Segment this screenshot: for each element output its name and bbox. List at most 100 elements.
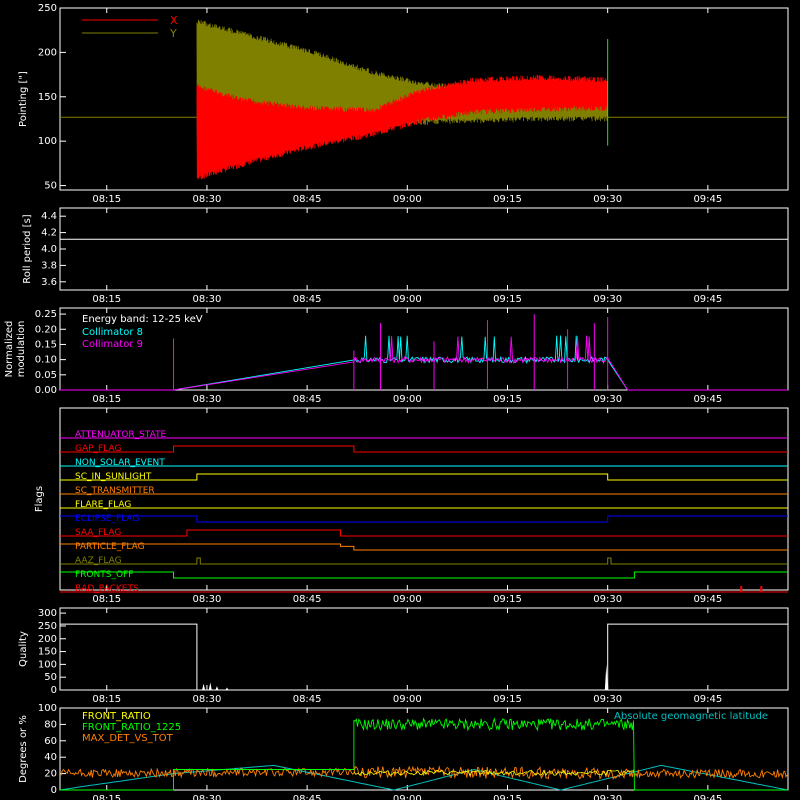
y-tick-label: 50 (44, 672, 57, 683)
y-tick-label: 250 (38, 3, 57, 14)
x-tick-label: 08:45 (293, 694, 322, 705)
x-tick-label: 09:00 (393, 194, 422, 205)
y-tick-label: 150 (38, 92, 57, 103)
y-tick-label: 100 (38, 703, 57, 714)
y-axis-label: Normalized (4, 321, 15, 378)
x-tick-label: 08:15 (92, 194, 121, 205)
modulation-series-collimator9 (60, 335, 788, 391)
y-tick-label: 3.8 (41, 260, 57, 271)
y-tick-label: 40 (44, 752, 57, 763)
flag-label-non_solar_event: NON_SOLAR_EVENT (75, 458, 165, 468)
legend-label-y: Y (169, 27, 177, 40)
ratios-panel-frame (59, 707, 789, 791)
y-tick-label: 0 (51, 785, 57, 796)
x-tick-label: 09:00 (393, 694, 422, 705)
front-ratio-1225-series (60, 717, 788, 791)
x-tick-label: 09:45 (693, 794, 722, 800)
y-tick-label: 200 (38, 47, 57, 58)
x-tick-label: 09:00 (393, 394, 422, 405)
y-tick-label: 250 (38, 621, 57, 632)
x-tick-label: 09:45 (693, 694, 722, 705)
x-tick-label: 09:00 (393, 594, 422, 605)
y-tick-label: 80 (44, 719, 57, 730)
flag-label-flare_flag: FLARE_FLAG (75, 500, 131, 510)
flags-panel: 08:15 08:30 08:45 09:00 09:15 09:30 09:45 Flags… (34, 407, 789, 605)
x-tick-label: 09:45 (693, 594, 722, 605)
y-axis-label: Roll period [s] (22, 214, 33, 283)
quality-panel: 08:15 08:30 08:45 09:00 09:15 09:30 09:45 0 50 10… (18, 607, 789, 705)
x-tick-label: 09:15 (493, 594, 522, 605)
x-tick-label: 09:15 (493, 794, 522, 800)
y-tick-label: 4.4 (41, 211, 57, 222)
x-tick-label: 09:30 (593, 394, 622, 405)
flag-label-bad_packets: BAD_PACKETS (75, 584, 139, 594)
x-tick-label: 08:30 (193, 594, 222, 605)
x-tick-label: 08:30 (193, 194, 222, 205)
flag-line-aaz_flag (60, 557, 788, 565)
ratios-panel: 08:15 08:30 08:45 09:00 09:15 09:30 09:45 0 20 40… (18, 703, 789, 800)
x-tick-label: 08:45 (293, 594, 322, 605)
y-axis-label: Pointing ["] (18, 71, 29, 127)
x-tick-label: 08:45 (293, 294, 322, 305)
x-tick-label: 08:15 (92, 794, 121, 800)
y-tick-label: 0.20 (35, 324, 57, 335)
y-axis-label: Flags (34, 486, 45, 512)
flag-label-saa_flag: SAA_FLAG (75, 528, 121, 538)
y-tick-label: 100 (38, 136, 57, 147)
x-tick-label: 08:15 (92, 694, 121, 705)
legend-label-x: X (170, 14, 178, 27)
pointing-panel: 08:15 08:30 08:45 09:00 09:15 09:30 09:45 50 100… (18, 3, 789, 205)
geomag-latitude-label: Absolute geomagnetic latitude (614, 711, 768, 722)
geomag-latitude-series (59, 764, 789, 791)
flag-label-aaz_flag: AAZ_FLAG (75, 556, 122, 566)
quality-spike (225, 687, 229, 690)
y-tick-label: 150 (38, 647, 57, 658)
quality-spike (604, 664, 608, 690)
modulation-panel-frame (59, 307, 789, 391)
max-det-series (59, 765, 788, 780)
pointing-series-x (196, 74, 608, 180)
modulation-panel: 08:15 08:30 08:45 09:00 09:15 09:30 09:45 0.00 0… (4, 307, 789, 405)
flag-label-sc_transmitter: SC_TRANSMITTER (75, 486, 155, 496)
y-tick-label: 0.15 (35, 339, 57, 350)
y-tick-label: 100 (38, 659, 57, 670)
y-tick-label: 200 (38, 634, 57, 645)
x-tick-label: 09:15 (493, 294, 522, 305)
modulation-legend-entry: Collimator 9 (82, 339, 143, 350)
x-tick-label: 09:30 (593, 694, 622, 705)
modulation-series-collimator8 (60, 335, 788, 391)
x-tick-label: 08:45 (293, 194, 322, 205)
x-tick-label: 09:45 (693, 294, 722, 305)
flag-label-sc_in_sunlight: SC_IN_SUNLIGHT (75, 472, 152, 482)
flag-line-eclipse_flag (60, 515, 788, 523)
quality-spike (202, 683, 206, 690)
y-tick-label: 0.00 (35, 385, 57, 396)
x-tick-label: 09:15 (493, 194, 522, 205)
y-tick-label: 0 (51, 685, 57, 696)
x-tick-label: 08:15 (92, 394, 121, 405)
y-tick-label: 4.2 (41, 228, 57, 239)
pointing-panel-frame (59, 7, 789, 191)
quality-spike (215, 686, 219, 690)
flag-line-gap_flag (60, 445, 788, 453)
roll-panel-frame (59, 207, 789, 291)
x-tick-label: 08:45 (293, 394, 322, 405)
roll-panel: 08:15 08:30 08:45 09:00 09:15 09:30 09:45 3.6 3.… (22, 207, 789, 305)
y-axis-label: Degrees or % (18, 715, 29, 783)
y-tick-label: 60 (44, 736, 57, 747)
flag-label-gap_flag: GAP_FLAG (75, 444, 121, 454)
x-tick-label: 09:00 (393, 794, 422, 800)
x-tick-label: 08:45 (293, 794, 322, 800)
quality-spike (208, 682, 212, 690)
quality-panel-frame (59, 607, 789, 691)
y-axis-label: Quality (18, 631, 29, 667)
ratios-legend-entry: FRONT_RATIO (82, 711, 151, 722)
x-tick-label: 08:30 (193, 294, 222, 305)
flag-label-attenuator_state: ATTENUATOR_STATE (75, 430, 167, 440)
y-tick-label: 0.05 (35, 370, 57, 381)
x-tick-label: 08:30 (193, 394, 222, 405)
ratios-legend-entry: MAX_DET_VS_TOT (82, 733, 174, 744)
x-tick-label: 08:30 (193, 694, 222, 705)
quality-series (60, 623, 788, 691)
